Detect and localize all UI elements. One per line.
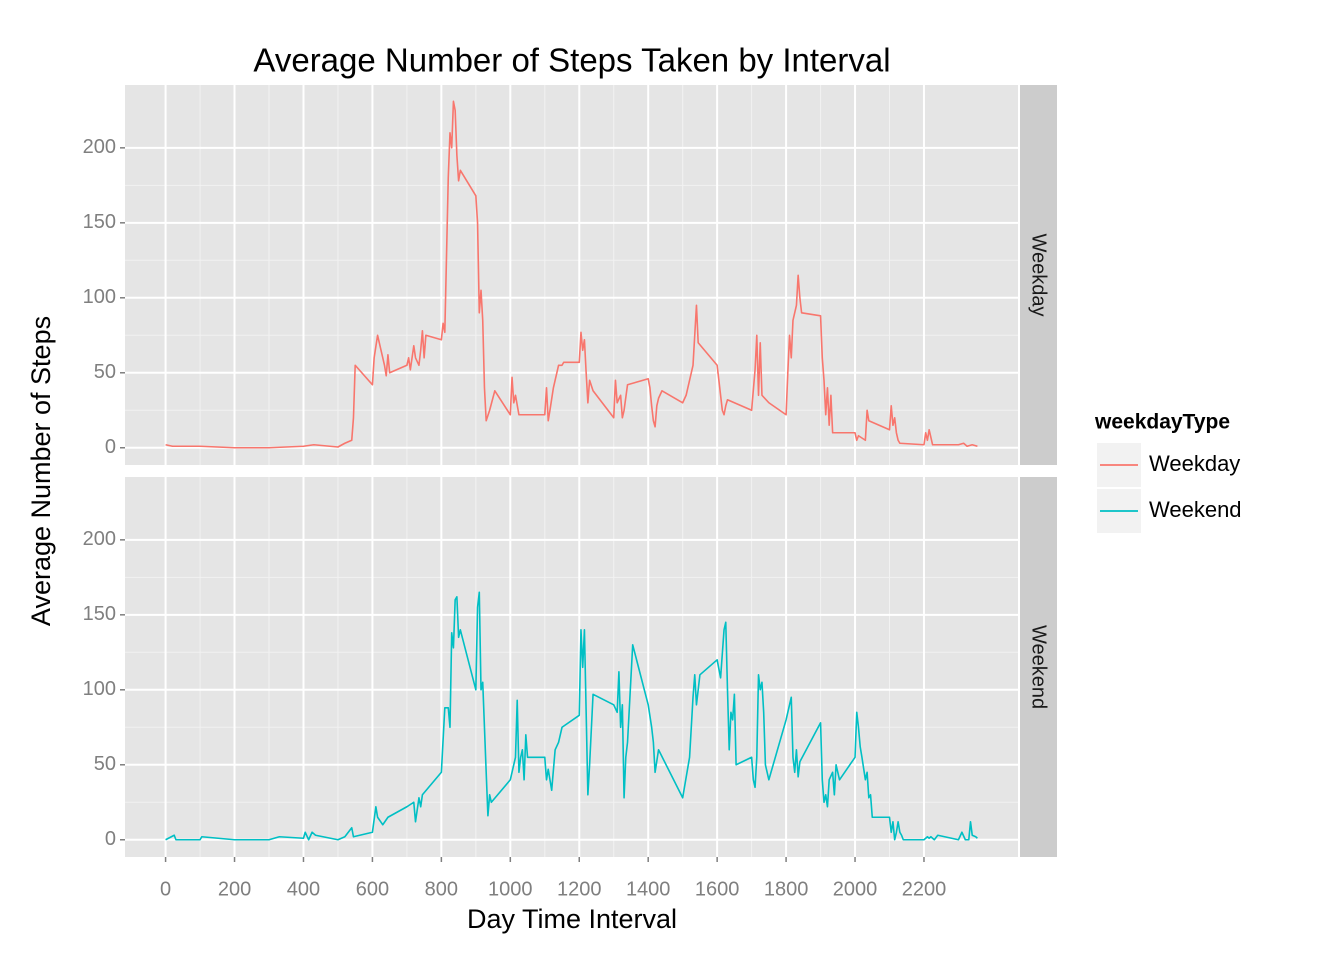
- x-tick-label: 2200: [902, 878, 947, 900]
- chart-title: Average Number of Steps Taken by Interva…: [253, 42, 890, 79]
- x-tick-label: 0: [160, 878, 171, 900]
- x-tick-label: 600: [356, 878, 389, 900]
- y-tick-label: 50: [94, 361, 116, 383]
- legend-label: Weekend: [1149, 497, 1242, 522]
- legend-label: Weekday: [1149, 451, 1240, 476]
- y-tick-label: 0: [105, 828, 116, 850]
- y-tick-label: 150: [83, 603, 116, 625]
- x-tick-label: 1600: [695, 878, 740, 900]
- legend-title: weekdayType: [1094, 411, 1230, 434]
- x-tick-label: 1000: [488, 878, 533, 900]
- strip-label: Weekend: [1028, 625, 1050, 709]
- panel-background: [125, 477, 1018, 857]
- panel-background: [125, 85, 1018, 465]
- y-tick-label: 150: [83, 211, 116, 233]
- x-tick-label: 200: [218, 878, 251, 900]
- x-tick-label: 800: [425, 878, 458, 900]
- y-tick-label: 200: [83, 528, 116, 550]
- strip-label: Weekday: [1028, 233, 1050, 316]
- strip-background: [1020, 85, 1057, 465]
- data-line: [165, 591, 978, 841]
- y-tick-label: 200: [83, 136, 116, 158]
- x-tick-label: 400: [287, 878, 320, 900]
- strip-background: [1020, 477, 1057, 857]
- data-line: [165, 100, 978, 449]
- y-tick-label: 100: [83, 678, 116, 700]
- y-tick-label: 0: [105, 436, 116, 458]
- x-tick-label: 1800: [764, 878, 809, 900]
- y-tick-label: 50: [94, 753, 116, 775]
- x-tick-label: 2000: [833, 878, 878, 900]
- x-tick-label: 1200: [557, 878, 602, 900]
- x-tick-label: 1400: [626, 878, 671, 900]
- y-tick-label: 100: [83, 286, 116, 308]
- y-axis-title: Average Number of Steps: [26, 316, 56, 626]
- x-axis-title: Day Time Interval: [467, 904, 677, 934]
